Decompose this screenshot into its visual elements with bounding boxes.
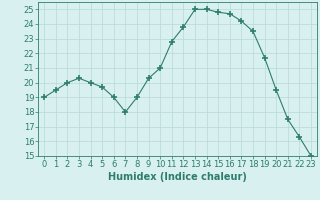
X-axis label: Humidex (Indice chaleur): Humidex (Indice chaleur) — [108, 172, 247, 182]
